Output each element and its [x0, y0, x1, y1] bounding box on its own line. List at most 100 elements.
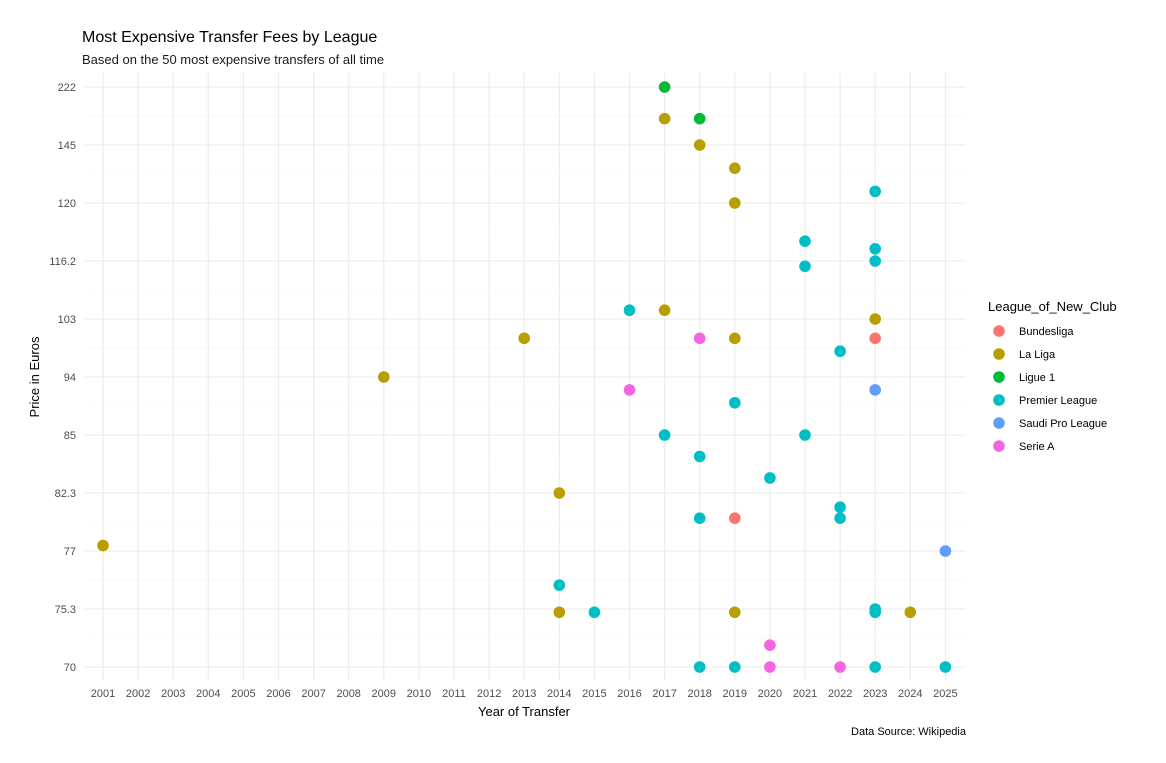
- point-premier-league: [693, 661, 706, 673]
- x-tick-label: 2019: [723, 688, 747, 700]
- y-tick-label: 222: [58, 82, 76, 94]
- point-premier-league: [869, 242, 881, 255]
- x-tick-label: 2022: [828, 688, 852, 700]
- x-tick-label: 2015: [582, 688, 606, 700]
- legend-label-premier-league: Premier League: [1019, 395, 1097, 407]
- point-premier-league: [834, 501, 846, 514]
- point-premier-league: [799, 429, 811, 441]
- legend: Bundesliga La Liga Ligue 1 Premier League Sa…: [993, 325, 1107, 453]
- point-premier-league: [869, 185, 881, 198]
- point-premier-league: [869, 606, 881, 619]
- point-la-liga: [729, 606, 741, 619]
- legend-label-ligue-1: Ligue 1: [1019, 372, 1055, 384]
- point-premier-league: [869, 255, 881, 267]
- x-tick-label: 2017: [652, 688, 676, 700]
- y-tick-label: 94: [64, 372, 76, 384]
- point-la-liga: [869, 313, 881, 325]
- point-saudi-pro-league: [869, 384, 881, 396]
- x-tick-label: 2002: [126, 688, 150, 700]
- y-tick-label: 85: [64, 430, 76, 442]
- point-serie-a: [834, 661, 846, 673]
- x-tick-label: 2020: [758, 688, 782, 700]
- x-axis-title: Year of Transfer: [478, 704, 571, 719]
- point-la-liga: [904, 606, 917, 619]
- x-tick-label: 2007: [301, 688, 325, 700]
- x-tick-label: 2003: [161, 688, 185, 700]
- legend-label-la-liga: La Liga: [1019, 349, 1056, 361]
- point-la-liga: [658, 304, 671, 317]
- point-saudi-pro-league: [939, 545, 952, 557]
- point-serie-a: [764, 639, 776, 651]
- y-tick-label: 70: [64, 662, 76, 674]
- point-serie-a: [623, 384, 636, 396]
- x-tick-label: 2006: [266, 688, 290, 700]
- point-premier-league: [658, 429, 671, 441]
- point-premier-league: [623, 304, 636, 317]
- point-serie-a: [693, 332, 706, 345]
- y-tick-label: 77: [64, 546, 76, 558]
- point-la-liga: [553, 606, 566, 619]
- data-points: [97, 81, 952, 673]
- legend-label-bundesliga: Bundesliga: [1019, 326, 1074, 338]
- point-la-liga: [693, 139, 706, 151]
- legend-title: League_of_New_Club: [988, 299, 1117, 314]
- x-tick-label: 2014: [547, 688, 571, 700]
- x-tick-label: 2021: [793, 688, 817, 700]
- point-premier-league: [729, 396, 741, 409]
- x-tick-label: 2004: [196, 688, 220, 700]
- point-ligue-1: [658, 81, 671, 93]
- y-tick-label: 145: [58, 140, 76, 152]
- point-la-liga: [658, 112, 671, 125]
- point-la-liga: [729, 332, 741, 345]
- point-premier-league: [939, 661, 952, 673]
- point-la-liga: [97, 539, 109, 552]
- legend-key-saudi-pro-league: [993, 417, 1005, 429]
- point-la-liga: [378, 371, 390, 383]
- chart-title: Most Expensive Transfer Fees by League: [82, 29, 377, 46]
- point-premier-league: [799, 260, 811, 273]
- point-premier-league: [693, 512, 706, 524]
- x-tick-label: 2012: [477, 688, 501, 700]
- x-tick-label: 2013: [512, 688, 536, 700]
- x-tick-label: 2009: [372, 688, 396, 700]
- point-bundesliga: [729, 512, 741, 524]
- chart-caption: Data Source: Wikipedia: [851, 726, 967, 738]
- x-tick-label: 2023: [863, 688, 887, 700]
- x-tick-label: 2010: [407, 688, 431, 700]
- point-premier-league: [693, 450, 706, 463]
- chart-subtitle: Based on the 50 most expensive transfers…: [82, 52, 384, 67]
- legend-key-la-liga: [993, 348, 1005, 360]
- legend-label-serie-a: Serie A: [1019, 441, 1055, 453]
- x-tick-label: 2025: [933, 688, 957, 700]
- point-premier-league: [869, 661, 881, 673]
- point-la-liga: [729, 162, 741, 174]
- grid-lines: [85, 73, 966, 680]
- y-tick-label: 120: [58, 198, 76, 210]
- point-premier-league: [834, 512, 846, 524]
- legend-key-premier-league: [993, 394, 1005, 406]
- legend-label-saudi-pro-league: Saudi Pro League: [1019, 418, 1107, 430]
- point-premier-league: [553, 579, 566, 591]
- x-tick-label: 2024: [898, 688, 922, 700]
- x-tick-label: 2008: [336, 688, 360, 700]
- point-bundesliga: [869, 332, 881, 345]
- point-la-liga: [518, 332, 530, 345]
- legend-key-serie-a: [993, 440, 1005, 452]
- y-tick-label: 82.3: [55, 488, 76, 500]
- point-la-liga: [729, 197, 741, 209]
- x-tick-label: 2016: [617, 688, 641, 700]
- point-premier-league: [588, 606, 601, 619]
- x-tick-label: 2018: [687, 688, 711, 700]
- y-tick-label: 75.3: [55, 604, 76, 616]
- x-tick-label: 2005: [231, 688, 255, 700]
- point-la-liga: [553, 487, 566, 499]
- point-premier-league: [729, 661, 741, 673]
- x-tick-label: 2001: [91, 688, 115, 700]
- x-tick-label: 2011: [442, 688, 466, 700]
- legend-key-ligue-1: [993, 371, 1005, 383]
- point-ligue-1: [693, 112, 706, 125]
- y-axis-ticks: 70 75.3 77 82.3 85 94 103 116.2 120 145 222: [49, 82, 76, 674]
- point-premier-league: [764, 472, 776, 484]
- point-premier-league: [799, 235, 811, 247]
